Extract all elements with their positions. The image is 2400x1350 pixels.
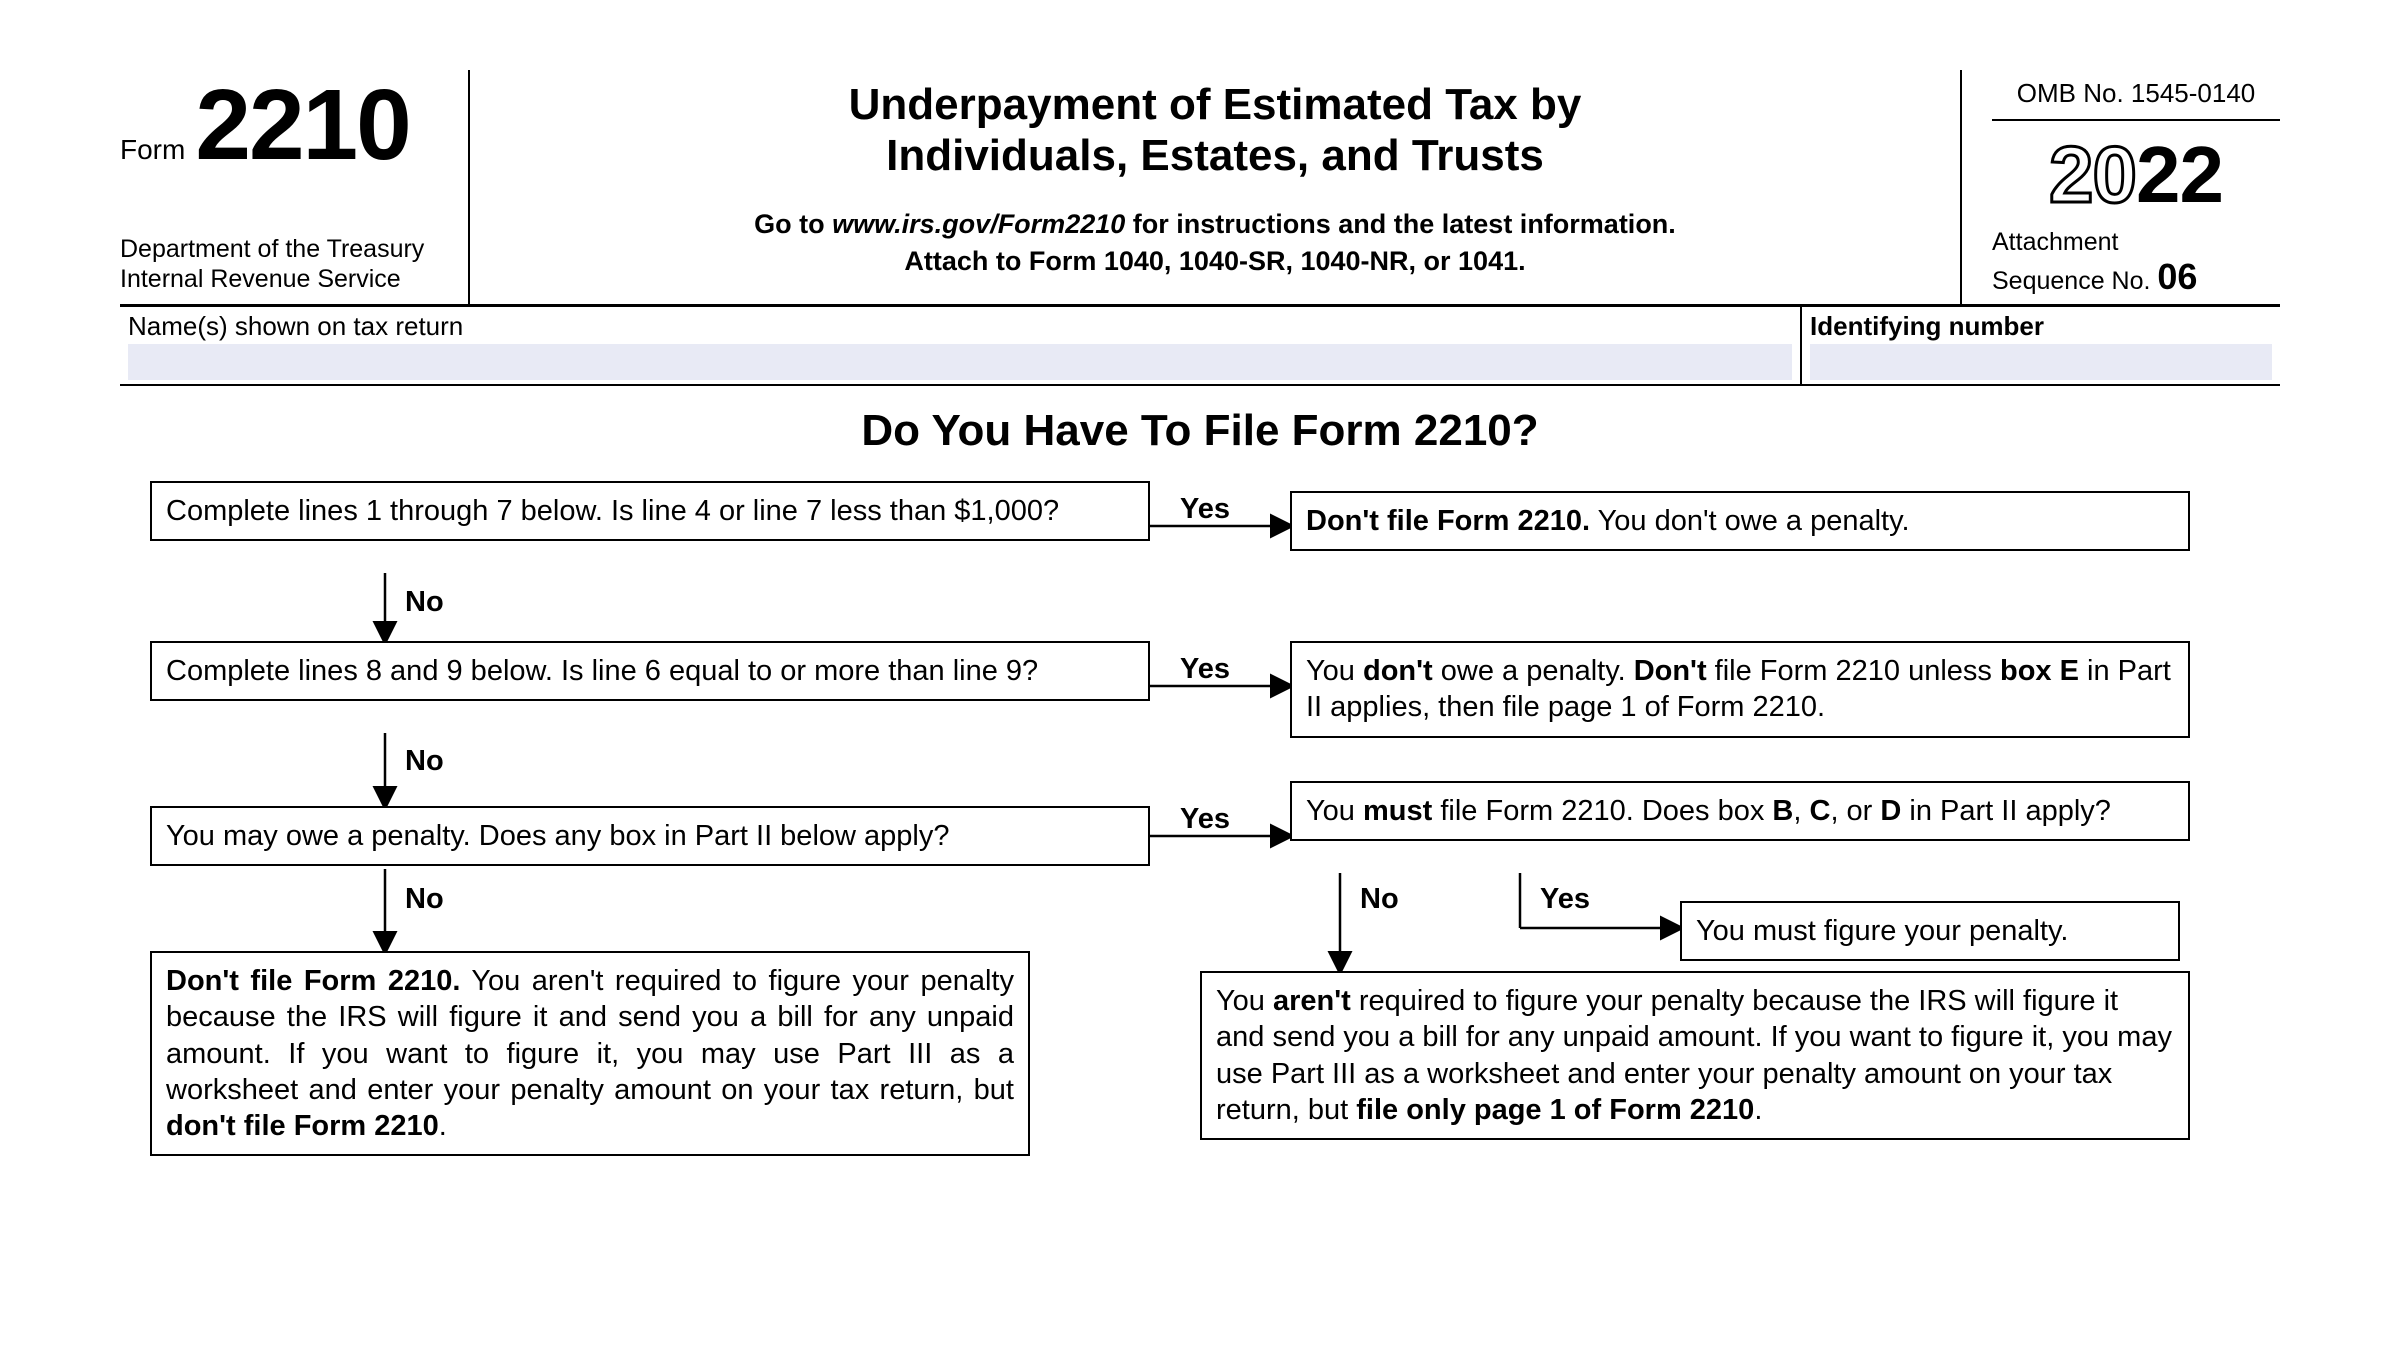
header-right: OMB No. 1545-0140 2022 Attachment Sequen… bbox=[1960, 70, 2280, 304]
flow-a1: Don't file Form 2210. You don't owe a pe… bbox=[1290, 491, 2190, 551]
q2-text: Complete lines 8 and 9 below. Is line 6 … bbox=[166, 655, 1038, 687]
label-yes-2: Yes bbox=[1180, 651, 1230, 687]
a2-pre: You bbox=[1306, 655, 1363, 687]
goto-suffix: for instructions and the latest informat… bbox=[1125, 209, 1676, 239]
year-suffix: 22 bbox=[2136, 130, 2223, 219]
flowchart-arrows bbox=[120, 481, 2280, 1301]
form-header: Form 2210 Department of the Treasury Int… bbox=[120, 70, 2280, 307]
form-number: 2210 bbox=[195, 80, 409, 170]
a4-b1: Don't file Form 2210. bbox=[166, 965, 460, 997]
a2-b3: box E bbox=[2000, 655, 2079, 687]
identifying-number-cell: Identifying number bbox=[1800, 307, 2280, 384]
a6-post: . bbox=[1754, 1094, 1762, 1126]
a6-b2: file only page 1 of Form 2210 bbox=[1356, 1094, 1754, 1126]
a2-b1: don't bbox=[1363, 655, 1433, 687]
year-prefix: 20 bbox=[2049, 130, 2136, 219]
label-no-2: No bbox=[405, 743, 444, 779]
flow-a6: You aren't required to figure your penal… bbox=[1200, 971, 2190, 1140]
title-line-2: Individuals, Estates, and Trusts bbox=[500, 131, 1930, 182]
title-line-1: Underpayment of Estimated Tax by bbox=[500, 80, 1930, 131]
header-left: Form 2210 Department of the Treasury Int… bbox=[120, 70, 470, 304]
a6-b1: aren't bbox=[1273, 985, 1351, 1017]
a3-D: D bbox=[1880, 795, 1901, 827]
label-yes-1: Yes bbox=[1180, 491, 1230, 527]
flowchart: Complete lines 1 through 7 below. Is lin… bbox=[120, 481, 2280, 1301]
name-label: Name(s) shown on tax return bbox=[128, 311, 1792, 342]
q3-text: You may owe a penalty. Does any box in P… bbox=[166, 820, 949, 852]
id-label: Identifying number bbox=[1810, 311, 2272, 342]
dept-line-2: Internal Revenue Service bbox=[120, 264, 453, 294]
a3-B: B bbox=[1772, 795, 1793, 827]
flow-q2: Complete lines 8 and 9 below. Is line 6 … bbox=[150, 641, 1150, 701]
a3-b1: must bbox=[1363, 795, 1432, 827]
a3-pre: You bbox=[1306, 795, 1363, 827]
attachment-sequence: Attachment Sequence No. 06 bbox=[1992, 229, 2280, 296]
label-no-3: No bbox=[405, 881, 444, 917]
goto-line: Go to www.irs.gov/Form2210 for instructi… bbox=[500, 206, 1930, 279]
flow-a5: You must figure your penalty. bbox=[1680, 901, 2180, 961]
label-yes-4: Yes bbox=[1540, 881, 1590, 917]
form-title: Underpayment of Estimated Tax by Individ… bbox=[500, 80, 1930, 181]
a4-post: . bbox=[439, 1110, 447, 1142]
flow-q1: Complete lines 1 through 7 below. Is lin… bbox=[150, 481, 1150, 541]
a5-text: You must figure your penalty. bbox=[1696, 915, 2068, 947]
a3-c2: , or bbox=[1830, 795, 1880, 827]
flow-a4: Don't file Form 2210. You aren't require… bbox=[150, 951, 1030, 1156]
label-yes-3: Yes bbox=[1180, 801, 1230, 837]
a1-bold: Don't file Form 2210. bbox=[1306, 505, 1590, 537]
form-2210: Form 2210 Department of the Treasury Int… bbox=[120, 70, 2280, 1301]
q1-text: Complete lines 1 through 7 below. Is lin… bbox=[166, 495, 1059, 527]
a1-rest: You don't owe a penalty. bbox=[1590, 505, 1909, 537]
attachment-label: Attachment bbox=[1992, 228, 2118, 256]
name-input[interactable] bbox=[128, 344, 1792, 380]
a4-b2: don't file Form 2210 bbox=[166, 1110, 439, 1142]
sequence-label: Sequence No. bbox=[1992, 267, 2157, 295]
label-no-1: No bbox=[405, 584, 444, 620]
header-middle: Underpayment of Estimated Tax by Individ… bbox=[470, 70, 1960, 304]
attach-line: Attach to Form 1040, 1040-SR, 1040-NR, o… bbox=[904, 246, 1525, 276]
a6-pre: You bbox=[1216, 985, 1273, 1017]
a2-mid2: file Form 2210 unless bbox=[1707, 655, 2000, 687]
sequence-number: 06 bbox=[2157, 256, 2197, 297]
goto-prefix: Go to bbox=[754, 209, 832, 239]
a3-post: in Part II apply? bbox=[1901, 795, 2111, 827]
a2-b2: Don't bbox=[1634, 655, 1707, 687]
flow-a2: You don't owe a penalty. Don't file Form… bbox=[1290, 641, 2190, 738]
id-input[interactable] bbox=[1810, 344, 2272, 380]
a3-C: C bbox=[1809, 795, 1830, 827]
dept-line-1: Department of the Treasury bbox=[120, 234, 453, 264]
a3-c1: , bbox=[1793, 795, 1809, 827]
tax-year: 2022 bbox=[1992, 129, 2280, 221]
omb-number: OMB No. 1545-0140 bbox=[1992, 78, 2280, 121]
a3-mid: file Form 2210. Does box bbox=[1432, 795, 1772, 827]
flow-q3: You may owe a penalty. Does any box in P… bbox=[150, 806, 1150, 866]
label-no-4: No bbox=[1360, 881, 1399, 917]
name-cell: Name(s) shown on tax return bbox=[120, 307, 1800, 384]
department-lines: Department of the Treasury Internal Reve… bbox=[120, 234, 453, 294]
goto-url: www.irs.gov/Form2210 bbox=[832, 209, 1125, 239]
flowchart-heading: Do You Have To File Form 2210? bbox=[120, 406, 2280, 456]
flow-a3: You must file Form 2210. Does box B, C, … bbox=[1290, 781, 2190, 841]
name-id-row: Name(s) shown on tax return Identifying … bbox=[120, 307, 2280, 386]
a2-mid1: owe a penalty. bbox=[1433, 655, 1634, 687]
form-word: Form bbox=[120, 134, 185, 166]
